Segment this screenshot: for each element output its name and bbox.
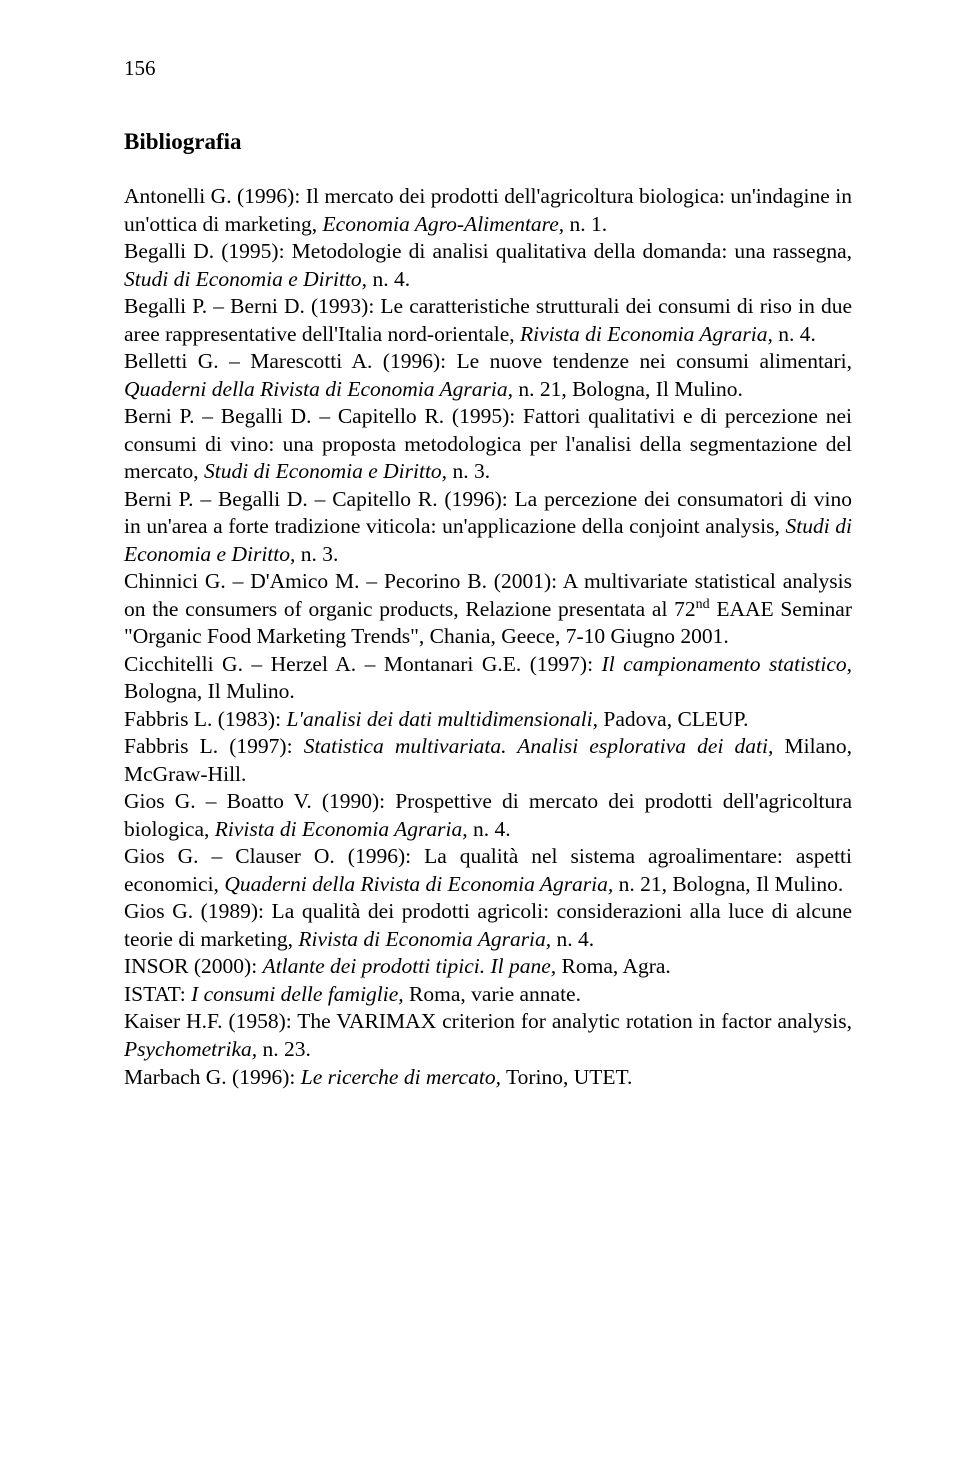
bibliography-entry: Gios G. – Boatto V. (1990): Prospettive … bbox=[124, 788, 852, 843]
bibliography-entry: Antonelli G. (1996): Il mercato dei prod… bbox=[124, 183, 852, 238]
bibliography-entry: Chinnici G. – D'Amico M. – Pecorino B. (… bbox=[124, 568, 852, 651]
bibliography-entry: Fabbris L. (1997): Statistica multivaria… bbox=[124, 733, 852, 788]
bibliography-entry: Gios G. – Clauser O. (1996): La qualità … bbox=[124, 843, 852, 898]
bibliography-entry: Belletti G. – Marescotti A. (1996): Le n… bbox=[124, 348, 852, 403]
page-number: 156 bbox=[124, 56, 852, 81]
bibliography-entry: Kaiser H.F. (1958): The VARIMAX criterio… bbox=[124, 1008, 852, 1063]
bibliography-entry: ISTAT: I consumi delle famiglie, Roma, v… bbox=[124, 981, 852, 1009]
bibliography-entry: Begalli D. (1995): Metodologie di analis… bbox=[124, 238, 852, 293]
bibliography-list: Antonelli G. (1996): Il mercato dei prod… bbox=[124, 183, 852, 1091]
bibliography-entry: Berni P. – Begalli D. – Capitello R. (19… bbox=[124, 486, 852, 569]
bibliography-entry: Marbach G. (1996): Le ricerche di mercat… bbox=[124, 1064, 852, 1092]
bibliography-entry: INSOR (2000): Atlante dei prodotti tipic… bbox=[124, 953, 852, 981]
bibliography-entry: Fabbris L. (1983): L'analisi dei dati mu… bbox=[124, 706, 852, 734]
bibliography-heading: Bibliografia bbox=[124, 129, 852, 155]
bibliography-entry: Begalli P. – Berni D. (1993): Le caratte… bbox=[124, 293, 852, 348]
bibliography-entry: Cicchitelli G. – Herzel A. – Montanari G… bbox=[124, 651, 852, 706]
bibliography-entry: Berni P. – Begalli D. – Capitello R. (19… bbox=[124, 403, 852, 486]
bibliography-entry: Gios G. (1989): La qualità dei prodotti … bbox=[124, 898, 852, 953]
